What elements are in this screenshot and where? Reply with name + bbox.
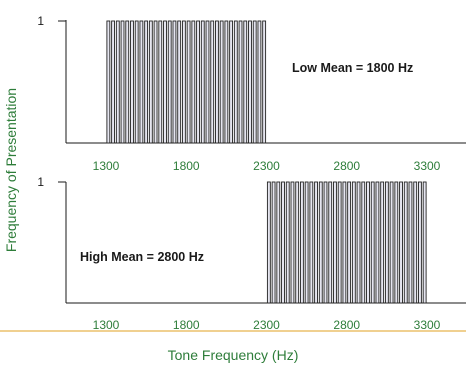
bar bbox=[333, 181, 337, 304]
bar bbox=[106, 20, 111, 144]
chart-panel-1: 1 1300 1800 2300 2800 3300 Low Mean = 1800 Hz bbox=[37, 14, 466, 173]
x-tick-label: 2300 bbox=[253, 159, 280, 173]
x-tick-label: 2800 bbox=[333, 159, 360, 173]
mean-annotation: Low Mean = 1800 Hz bbox=[292, 61, 413, 75]
bar bbox=[314, 181, 318, 304]
bar bbox=[120, 20, 125, 144]
bar bbox=[229, 20, 234, 144]
bar bbox=[181, 20, 186, 144]
bar bbox=[115, 20, 120, 144]
bar bbox=[210, 20, 215, 144]
bar bbox=[200, 20, 205, 144]
bar bbox=[266, 181, 271, 304]
bar bbox=[177, 20, 182, 144]
x-tick-label: 1300 bbox=[93, 159, 120, 173]
bar bbox=[148, 20, 153, 144]
bar bbox=[399, 181, 403, 304]
bar bbox=[408, 181, 413, 304]
bar bbox=[144, 20, 149, 144]
bar bbox=[299, 181, 304, 304]
bar bbox=[375, 181, 380, 304]
x-tick-label: 1300 bbox=[93, 318, 120, 332]
x-tick-label: 2800 bbox=[333, 318, 360, 332]
bar bbox=[304, 181, 309, 304]
bar bbox=[351, 181, 356, 304]
bar bbox=[413, 181, 418, 304]
bar bbox=[361, 181, 366, 304]
bar bbox=[285, 181, 290, 304]
bar bbox=[205, 20, 210, 144]
bar bbox=[347, 181, 352, 304]
y-axis-label: Frequency of Presentation bbox=[3, 88, 19, 252]
bar bbox=[163, 20, 167, 144]
bar bbox=[248, 20, 252, 144]
bar bbox=[125, 20, 130, 144]
bar bbox=[196, 20, 200, 144]
bar bbox=[257, 20, 262, 144]
x-tick-label: 1800 bbox=[173, 159, 200, 173]
bar bbox=[130, 20, 134, 144]
bar bbox=[394, 181, 399, 304]
bar bbox=[139, 20, 144, 144]
bar bbox=[186, 20, 191, 144]
bar bbox=[389, 181, 394, 304]
chart-panel-2: 1 1300 1800 2300 2800 3300 High Mean = 2800 Hz bbox=[37, 175, 466, 332]
bar bbox=[111, 20, 116, 144]
bar bbox=[290, 181, 295, 304]
bar bbox=[337, 181, 342, 304]
bar bbox=[238, 20, 243, 144]
bar bbox=[271, 181, 276, 304]
bar bbox=[356, 181, 361, 304]
bar bbox=[309, 181, 314, 304]
bar bbox=[281, 181, 285, 304]
bar bbox=[403, 181, 408, 304]
y-tick-label: 1 bbox=[37, 175, 44, 189]
bar bbox=[153, 20, 158, 144]
bar bbox=[134, 20, 139, 144]
bar bbox=[422, 181, 427, 304]
x-tick-label: 1800 bbox=[173, 318, 200, 332]
x-tick-label: 3300 bbox=[414, 318, 441, 332]
bar bbox=[295, 181, 300, 304]
x-tick-label: 2300 bbox=[253, 318, 280, 332]
bar bbox=[418, 181, 422, 304]
bar bbox=[158, 20, 163, 144]
bar bbox=[224, 20, 229, 144]
x-tick-label: 3300 bbox=[414, 159, 441, 173]
bar bbox=[167, 20, 172, 144]
bar bbox=[384, 181, 389, 304]
bar bbox=[243, 20, 248, 144]
bar bbox=[276, 181, 281, 304]
bar bbox=[252, 20, 257, 144]
bar bbox=[233, 20, 238, 144]
bar bbox=[380, 181, 385, 304]
bar bbox=[342, 181, 347, 304]
bar bbox=[318, 181, 323, 304]
bar bbox=[370, 181, 375, 304]
bar bbox=[191, 20, 196, 144]
bar bbox=[262, 20, 267, 144]
y-tick-label: 1 bbox=[37, 14, 44, 28]
bar bbox=[219, 20, 224, 144]
bar bbox=[323, 181, 328, 304]
bar bbox=[328, 181, 333, 304]
mean-annotation: High Mean = 2800 Hz bbox=[80, 250, 204, 264]
bar bbox=[172, 20, 177, 144]
x-axis-label: Tone Frequency (Hz) bbox=[168, 347, 299, 363]
bar bbox=[366, 181, 370, 304]
bar bbox=[215, 20, 219, 144]
